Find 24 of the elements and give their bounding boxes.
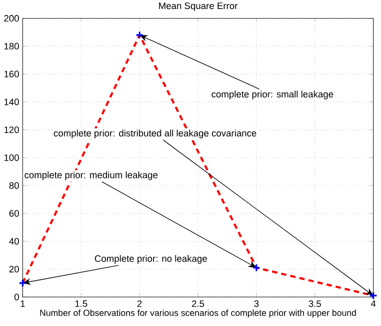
annotation: complete prior: medium leakage	[24, 171, 158, 180]
y-tick-label: 180	[4, 42, 19, 50]
y-tick-label: 40	[9, 238, 19, 245]
y-tick-label: 200	[4, 15, 19, 22]
x-tick-label: 3.5	[308, 300, 321, 307]
y-tick-label: 100	[4, 154, 19, 161]
annotation: Complete prior: no leakage	[94, 255, 207, 264]
x-tick-label: 1.5	[75, 300, 88, 307]
y-tick-label: 120	[4, 126, 19, 134]
annotation: complete prior: small leakage	[212, 90, 334, 100]
x-tick-label: 2	[137, 300, 142, 307]
x-tick-label: 4	[370, 300, 376, 307]
x-tick-label: 2.5	[192, 300, 204, 307]
chart-title: Mean Square Error	[159, 2, 238, 11]
x-tick-label: 1	[20, 300, 25, 307]
y-tick-label: 140	[4, 98, 19, 106]
y-tick-label: 160	[4, 70, 19, 78]
y-tick-label: 0	[14, 294, 19, 300]
annotation: complete prior: distributed all leakage covariance	[54, 130, 256, 138]
x-tick-label: 3	[254, 300, 259, 307]
x-axis-title: Number of Observations for various scenarios of complete prior with upper bound	[40, 309, 356, 318]
y-tick-label: 80	[9, 182, 19, 189]
y-tick-label: 60	[9, 210, 19, 217]
y-tick-label: 20	[9, 266, 19, 272]
